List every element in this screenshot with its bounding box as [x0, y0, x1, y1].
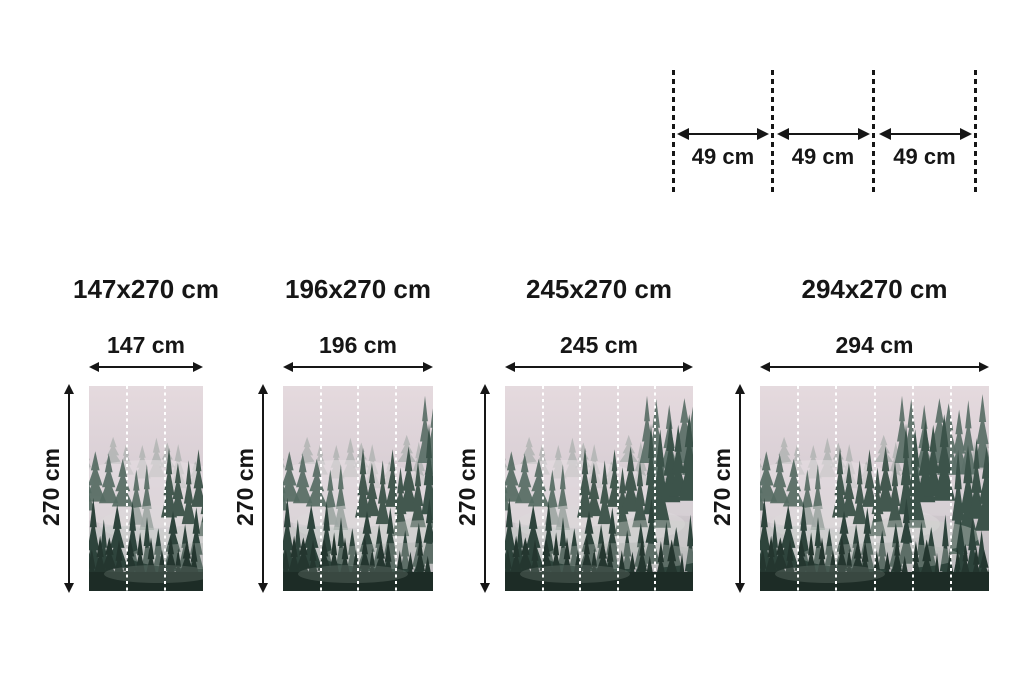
panel-divider-line [579, 386, 582, 591]
panel-divider-line [164, 386, 166, 591]
height-dimension-arrow [478, 384, 492, 593]
panel-divider-line [319, 386, 322, 591]
panel-width-arrow [777, 127, 870, 141]
arrowhead-down-icon [258, 583, 268, 593]
panel-divider-line [911, 386, 914, 591]
panel-width-arrow [879, 127, 972, 141]
arrowhead-right-icon [858, 128, 870, 140]
product-size-title: 245x270 cm [525, 274, 673, 304]
wallpaper-preview-image [505, 386, 693, 591]
width-dimension-label: 294 cm [835, 332, 914, 358]
panel-width-label: 49 cm [893, 144, 956, 169]
width-dimension-label: 245 cm [559, 332, 638, 358]
panel-dashed-line [771, 70, 774, 196]
wallpaper-preview-image [283, 386, 433, 591]
panel-dashed-line [974, 70, 977, 196]
product-variant: 147x270 cm 147 cm 270 cm [34, 270, 220, 600]
panel-divider-line [125, 386, 128, 591]
height-dimension-arrow [733, 384, 747, 593]
height-dimension-arrow [62, 384, 76, 593]
arrowhead-right-icon [193, 362, 203, 372]
panel-divider-line [949, 386, 952, 591]
panel-dashed-line [872, 70, 875, 196]
panel-divider-line [797, 386, 800, 591]
arrowhead-down-icon [480, 583, 490, 593]
panel-width-label: 49 cm [691, 144, 755, 169]
panel-divider-line [835, 386, 838, 591]
arrowhead-down-icon [64, 583, 74, 593]
height-dimension-arrow [256, 384, 270, 593]
product-size-title: 196x270 cm [284, 274, 432, 304]
panel-divider-line [357, 386, 359, 591]
width-dimension-arrow [505, 360, 693, 374]
product-variant: 294x270 cm 294 cm 270 cm [705, 270, 989, 600]
width-dimension-label: 196 cm [318, 332, 397, 358]
height-dimension-label: 270 cm [454, 448, 480, 527]
panel-width-label: 49 cm [791, 144, 855, 169]
arrowhead-down-icon [735, 583, 745, 593]
arrowhead-right-icon [979, 362, 989, 372]
panel-width-diagram: 49 cm 49 cm 49 cm [660, 62, 990, 202]
panel-divider-line [873, 386, 876, 591]
arrowhead-right-icon [423, 362, 433, 372]
width-dimension-label: 147 cm [106, 332, 185, 358]
panel-divider-line [654, 386, 657, 591]
width-dimension-arrow [760, 360, 989, 374]
panel-divider-line [541, 386, 544, 591]
wallpaper-preview-image [760, 386, 989, 591]
wallpaper-preview-image [89, 386, 203, 591]
arrowhead-right-icon [683, 362, 693, 372]
arrowhead-right-icon [960, 128, 972, 140]
panel-divider-line [616, 386, 619, 591]
product-size-title: 147x270 cm [72, 274, 220, 304]
height-dimension-label: 270 cm [38, 448, 64, 527]
width-dimension-arrow [283, 360, 433, 374]
arrowhead-right-icon [757, 128, 769, 140]
panel-dashed-line [672, 70, 675, 196]
product-variant: 196x270 cm 196 cm 270 cm [228, 270, 433, 600]
product-variant: 245x270 cm 245 cm 270 cm [450, 270, 693, 600]
height-dimension-label: 270 cm [232, 448, 258, 527]
width-dimension-arrow [89, 360, 203, 374]
panel-divider-line [394, 386, 397, 591]
product-size-title: 294x270 cm [801, 274, 948, 304]
panel-width-arrow [677, 127, 769, 141]
height-dimension-label: 270 cm [709, 448, 735, 527]
